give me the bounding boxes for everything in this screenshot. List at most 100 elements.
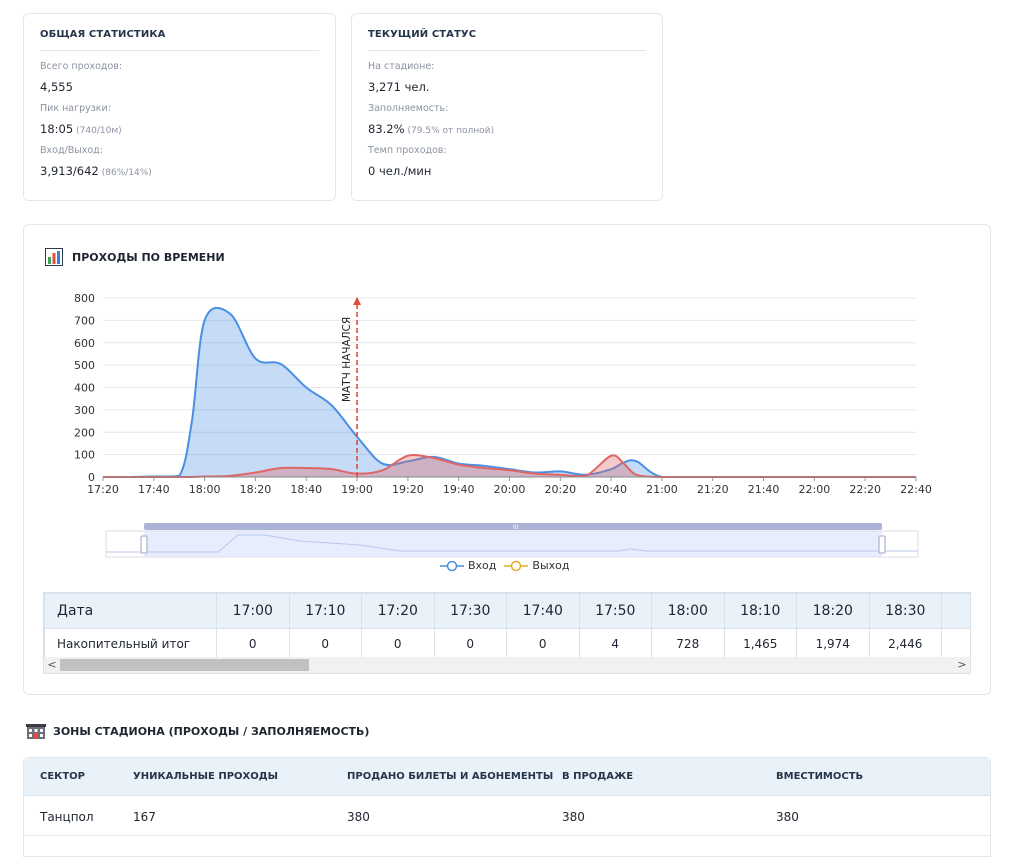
zone-cell-on-sale: 380: [562, 810, 585, 824]
stat-value: 18:05: [40, 122, 74, 136]
stat-pass-rate: Темп проходов: 0 чел./мин: [368, 145, 646, 179]
stat-value: 3,271 чел.: [368, 80, 430, 94]
zones-section-title: ЗОНЫ СТАДИОНА (ПРОХОДЫ / ЗАПОЛНЯЕМОСТЬ): [26, 722, 369, 740]
x-tick-label: 22:00: [799, 483, 831, 496]
stat-value: 3,913/642: [40, 164, 99, 178]
zone-cell-unique: 167: [133, 810, 156, 824]
series-area-1: [103, 455, 916, 477]
x-tick-label: 22:40: [900, 483, 932, 496]
time-cell: 17:50: [578, 593, 652, 629]
x-tick-label: 17:40: [138, 483, 170, 496]
time-cell: 18:00: [651, 593, 725, 629]
stat-label: Заполняемость:: [368, 103, 449, 114]
col-header-capacity[interactable]: ВМЕСТИМОСТЬ: [776, 771, 864, 782]
value-cell: 728: [651, 628, 725, 660]
legend-entry-icon: [440, 560, 464, 571]
y-tick-label: 500: [74, 359, 95, 372]
x-tick-label: 20:20: [544, 483, 576, 496]
col-header-unique[interactable]: УНИКАЛЬНЫЕ ПРОХОДЫ: [133, 771, 279, 782]
x-tick-label: 18:00: [189, 483, 221, 496]
zones-table-header: СЕКТОР УНИКАЛЬНЫЕ ПРОХОДЫ ПРОДАНО БИЛЕТЫ…: [24, 758, 990, 796]
stat-label: Темп проходов:: [368, 145, 447, 156]
legend-exit-icon: [504, 560, 529, 571]
y-tick-label: 800: [74, 292, 95, 305]
passes-area-chart[interactable]: 0 100 200 300 400 500 600 700 800 17:20 17:40 18:00…: [0, 280, 1024, 500]
bar-chart-icon: [45, 248, 63, 266]
chart-section-title: ПРОХОДЫ ПО ВРЕМЕНИ: [45, 248, 225, 266]
datazoom-slider[interactable]: III: [100, 518, 924, 562]
scroll-left-arrow-icon[interactable]: <: [47, 658, 57, 671]
stat-value: 4,555: [40, 80, 73, 94]
stat-sub: (79.5% от полной): [407, 126, 495, 136]
zone-cell-sector: Танцпол: [40, 810, 94, 824]
stat-sub: (86%/14%): [101, 168, 152, 178]
y-tick-label: 600: [74, 337, 95, 350]
stat-entry-exit: Вход/Выход: 3,913/642 (86%/14%): [40, 145, 319, 179]
stat-label: На стадионе:: [368, 61, 435, 72]
time-cell: 17:00: [216, 593, 290, 629]
scroll-right-arrow-icon[interactable]: >: [957, 658, 967, 671]
time-cell: 18: [941, 593, 970, 629]
match-start-arrow: [353, 297, 362, 305]
general-stats-card: ОБЩАЯ СТАТИСТИКА Всего проходов: 4,555 П…: [23, 13, 336, 201]
value-cell: 2,: [941, 628, 970, 660]
x-tick-label: 21:00: [646, 483, 678, 496]
zones-title: ЗОНЫ СТАДИОНА (ПРОХОДЫ / ЗАПОЛНЯЕМОСТЬ): [53, 724, 370, 738]
x-tick-label: 19:40: [443, 483, 475, 496]
x-tick-label: 21:20: [697, 483, 729, 496]
y-tick-label: 0: [88, 471, 95, 484]
stat-label: Всего проходов:: [40, 61, 123, 72]
y-tick-label: 300: [74, 404, 95, 417]
time-cell: 18:10: [723, 593, 797, 629]
match-start-label: МАТЧ НАЧАЛСЯ: [341, 317, 353, 402]
stat-label: Пик нагрузки:: [40, 103, 111, 114]
col-header-on-sale[interactable]: В ПРОДАЖЕ: [562, 771, 634, 782]
legend-item-exit[interactable]: Выход: [504, 559, 569, 572]
x-tick-label: 20:40: [595, 483, 627, 496]
col-header-sector[interactable]: СЕКТОР: [40, 771, 85, 782]
x-tick-label: 18:40: [290, 483, 322, 496]
time-cell: 17:40: [506, 593, 580, 629]
value-cell: 1,465: [723, 628, 797, 660]
value-cell: 1,974: [796, 628, 870, 660]
x-tick-label: 18:20: [240, 483, 272, 496]
y-tick-label: 400: [74, 382, 95, 395]
value-cell: 0: [361, 628, 435, 660]
current-status-title: ТЕКУЩИЙ СТАТУС: [368, 29, 646, 51]
stat-label: Вход/Выход:: [40, 145, 103, 156]
chart-title: ПРОХОДЫ ПО ВРЕМЕНИ: [72, 250, 225, 264]
time-cell: 18:20: [796, 593, 870, 629]
general-stats-title: ОБЩАЯ СТАТИСТИКА: [40, 29, 319, 51]
svg-text:III: III: [513, 524, 519, 531]
value-cell: 4: [578, 628, 652, 660]
time-cell: 17:10: [288, 593, 362, 629]
time-cell: 17:30: [433, 593, 507, 629]
legend-label: Вход: [468, 559, 497, 572]
chart-legend: Вход Выход: [440, 559, 577, 572]
row-label: Накопительный итог: [44, 628, 217, 660]
value-cell: 0: [433, 628, 507, 660]
y-tick-label: 700: [74, 314, 95, 327]
stat-on-stadium: На стадионе: 3,271 чел.: [368, 61, 646, 95]
time-cell: 17:20: [361, 593, 435, 629]
col-header-sold[interactable]: ПРОДАНО БИЛЕТЫ И АБОНЕМЕНТЫ: [347, 771, 554, 782]
value-cell: 0: [506, 628, 580, 660]
legend-item-entry[interactable]: Вход: [440, 559, 496, 572]
stat-peak-load: Пик нагрузки: 18:05 (740/10м): [40, 103, 319, 137]
current-status-card: ТЕКУЩИЙ СТАТУС На стадионе: 3,271 чел. З…: [351, 13, 663, 201]
table-horizontal-scrollbar[interactable]: < >: [44, 657, 970, 673]
y-tick-label: 200: [74, 426, 95, 439]
stadium-icon: [26, 722, 46, 740]
x-tick-label: 19:00: [341, 483, 373, 496]
series-area-0: [103, 307, 916, 477]
value-cell: 0: [288, 628, 362, 660]
x-tick-label: 20:00: [494, 483, 526, 496]
row-header: Дата: [44, 593, 217, 629]
zones-table: СЕКТОР УНИКАЛЬНЫЕ ПРОХОДЫ ПРОДАНО БИЛЕТЫ…: [23, 757, 991, 857]
value-cell: 0: [216, 628, 290, 660]
stat-sub: (740/10м): [76, 126, 122, 136]
legend-label: Выход: [532, 559, 570, 572]
stat-value: 83.2%: [368, 122, 405, 136]
scrollbar-thumb[interactable]: [60, 659, 309, 671]
x-tick-label: 17:20: [87, 483, 119, 496]
